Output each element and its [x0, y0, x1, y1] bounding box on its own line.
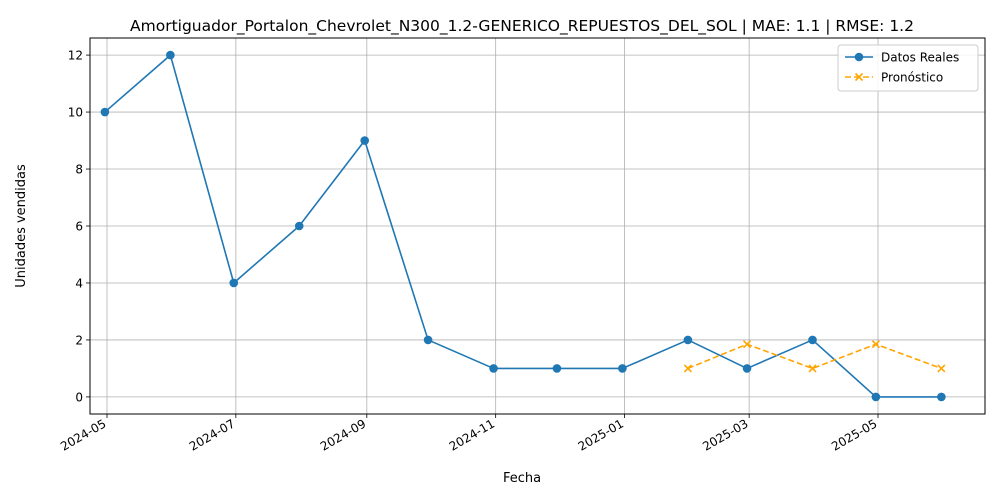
data-point	[871, 392, 881, 402]
x-axis-label: Fecha	[503, 471, 541, 486]
data-point	[871, 340, 880, 349]
x-tick-label: 2025-03	[700, 416, 750, 453]
legend-label: Pronóstico	[881, 71, 943, 85]
data-point	[683, 364, 692, 373]
y-axis-ticks: 0 2 4 6 8 10 12	[68, 49, 90, 404]
series-line	[104, 54, 942, 398]
data-point	[742, 364, 752, 373]
data-point	[166, 50, 175, 60]
data-point	[489, 364, 498, 373]
data-point	[618, 364, 627, 373]
y-tick-label: 4	[75, 276, 83, 290]
data-point	[742, 340, 752, 349]
y-tick-label: 8	[75, 163, 83, 177]
x-axis-ticks: 2024-05 2024-07 2024-09 2024-11 2025-01 2025-…	[58, 414, 880, 454]
x-tick-label: 2024-09	[318, 416, 368, 453]
legend-marker	[854, 52, 864, 62]
data-point	[683, 335, 693, 345]
y-axis-label: Unidades vendidas	[14, 164, 29, 288]
x-tick-label: 2024-11	[447, 416, 497, 453]
y-tick-label: 2	[75, 333, 83, 347]
plot-series	[100, 50, 946, 402]
data-point	[808, 364, 817, 373]
series-line	[687, 343, 942, 370]
x-tick-label: 2025-01	[576, 416, 626, 453]
legend-marker	[854, 72, 864, 82]
data-point	[100, 107, 110, 117]
y-tick-label: 6	[75, 220, 83, 234]
legend-label: Datos Reales	[881, 51, 959, 65]
data-point	[937, 364, 946, 373]
data-point	[423, 335, 433, 345]
chart-title: Amortiguador_Portalon_Chevrolet_N300_1.2…	[130, 17, 914, 36]
data-point	[229, 278, 239, 288]
data-point	[360, 136, 370, 145]
x-tick-label: 2025-05	[829, 416, 879, 453]
x-tick-label: 2024-05	[58, 416, 108, 453]
data-point	[552, 364, 562, 373]
series-2	[683, 340, 946, 373]
series-1	[100, 50, 946, 402]
y-tick-label: 0	[75, 390, 83, 404]
data-point	[808, 335, 817, 345]
y-tick-label: 12	[68, 49, 83, 63]
x-tick-label: 2024-07	[187, 416, 237, 453]
grid	[90, 38, 985, 414]
y-tick-label: 10	[68, 106, 83, 120]
data-point	[294, 221, 304, 231]
legend: Datos Reales Pronóstico	[837, 44, 979, 92]
data-point	[937, 392, 946, 402]
